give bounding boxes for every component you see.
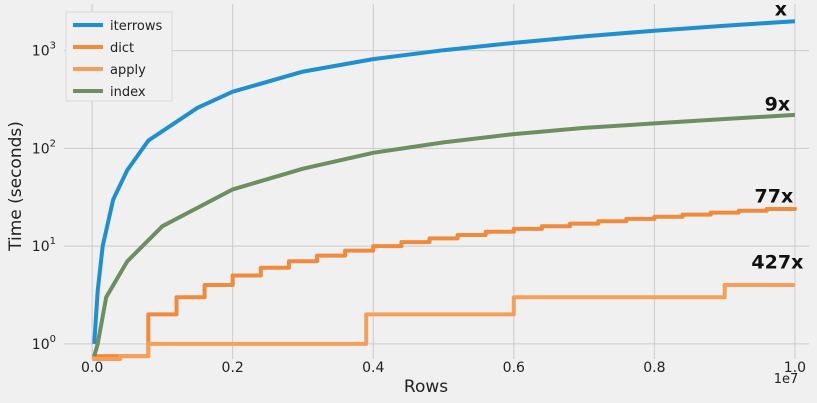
x-offset-label: 1e7 <box>774 372 799 387</box>
y-tick-label: 103 <box>32 41 56 60</box>
series-iterrows-line <box>92 19 796 345</box>
legend-label-apply: apply <box>110 63 146 78</box>
annotation-label: 427x <box>751 252 803 274</box>
x-axis-label: Rows <box>404 377 448 397</box>
series-layer <box>92 19 797 361</box>
legend-label-index: index <box>110 85 146 100</box>
y-tick-label: 100 <box>32 334 56 353</box>
x-tick-label: 0.2 <box>222 360 244 376</box>
annotation-label: 9x <box>765 93 790 115</box>
tick-labels: 0.0 0.2 0.4 0.6 0.8 1.0 100 101 102 103 <box>32 41 806 376</box>
x-tick-label: 1.0 <box>784 360 806 376</box>
y-tick-label: 101 <box>32 236 56 255</box>
annotation-label: 77x <box>755 185 794 207</box>
y-axis-label: Time (seconds) <box>6 121 26 252</box>
legend-label-dict: dict <box>110 41 134 56</box>
x-tick-label: 0.8 <box>643 360 665 376</box>
x-tick-label: 0.4 <box>362 360 384 376</box>
series-index-line <box>92 112 796 357</box>
annotation-label: x <box>775 0 787 20</box>
x-tick-label: 0.0 <box>81 360 103 376</box>
legend: iterrows dict apply index <box>65 11 173 102</box>
x-tick-label: 0.6 <box>503 360 525 376</box>
legend-label-iterrows: iterrows <box>110 19 162 34</box>
ratio-annotations: x 9x 77x 427x <box>751 0 803 274</box>
plot-area <box>64 4 809 359</box>
y-tick-label: 102 <box>32 138 56 157</box>
series-apply-line <box>92 283 795 361</box>
series-dict-line <box>92 207 797 359</box>
